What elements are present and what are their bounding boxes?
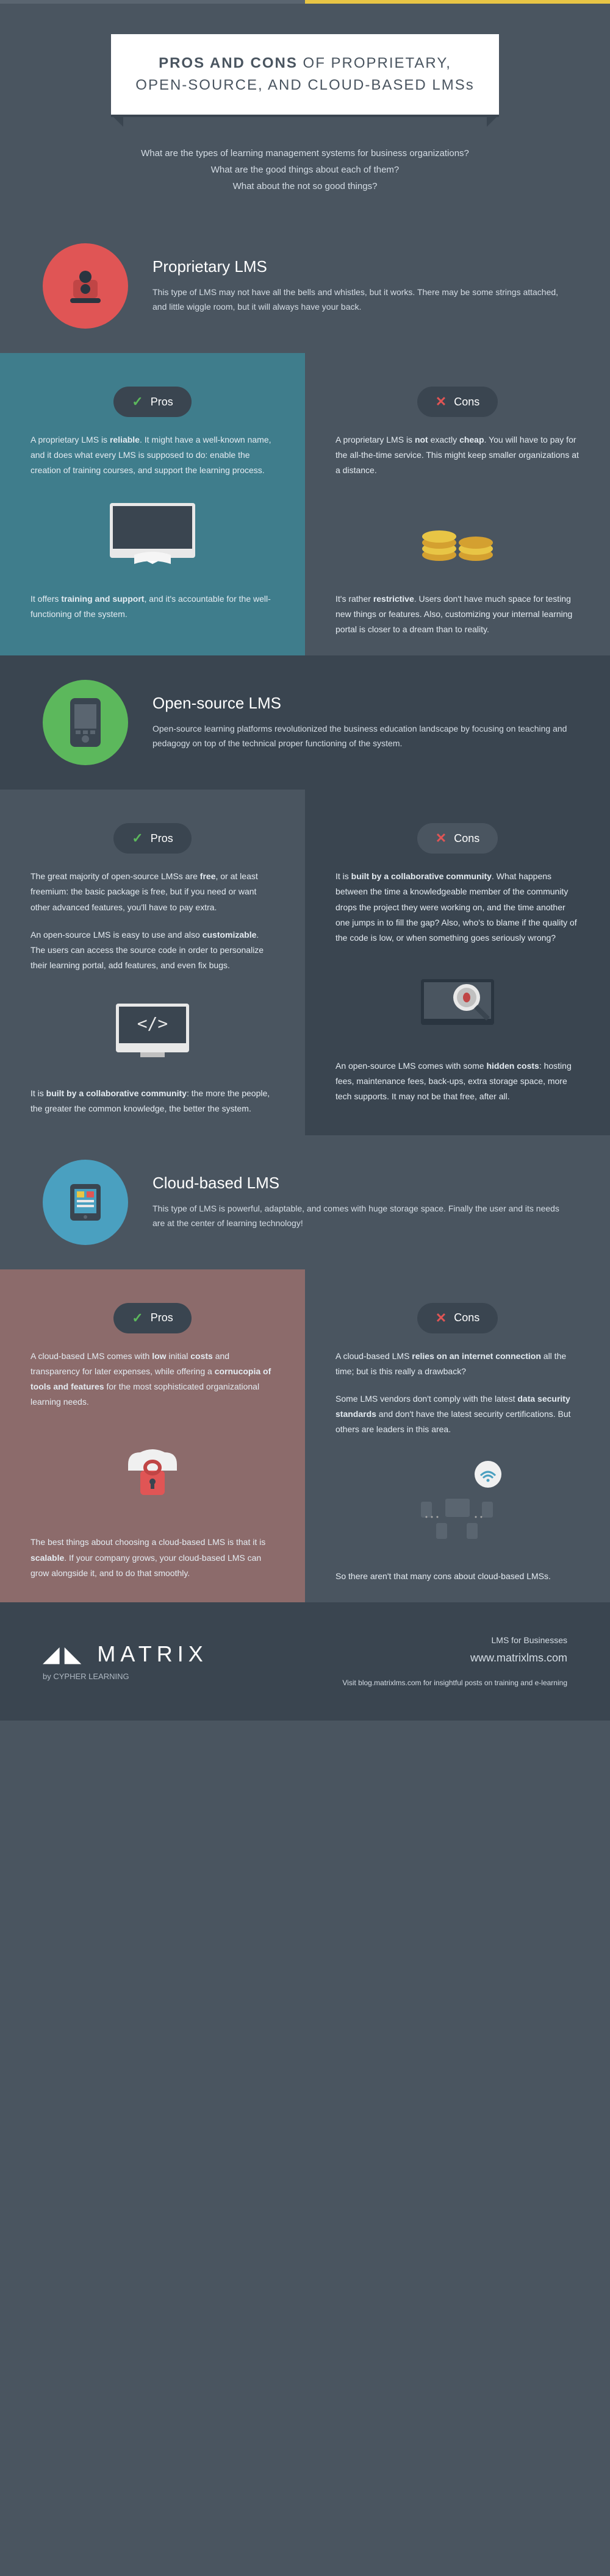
mobile-icon	[43, 680, 128, 765]
section-header-cloud: Cloud-based LMS This type of LMS is powe…	[0, 1135, 610, 1269]
code-icon: </>	[30, 973, 274, 1086]
pros-badge: ✓Pros	[113, 1303, 191, 1333]
pros-cons-row: ✓Pros A cloud-based LMS comes with low i…	[0, 1269, 610, 1602]
phone-icon	[43, 243, 128, 329]
svg-text:</>: </>	[137, 1013, 168, 1033]
body-text: A proprietary LMS is not exactly cheap. …	[336, 432, 580, 479]
section-heading: Open-source LMS	[152, 694, 567, 713]
section-header-opensource: Open-source LMS Open-source learning pla…	[0, 655, 610, 790]
intro-text: What are the types of learning managemen…	[37, 145, 573, 194]
pros-cons-row: ✓Pros The great majority of open-source …	[0, 790, 610, 1135]
wifi-devices-icon	[336, 1438, 580, 1569]
body-text: An open-source LMS comes with some hidde…	[336, 1058, 580, 1105]
body-text: The best things about choosing a cloud-b…	[30, 1535, 274, 1581]
bug-icon	[336, 946, 580, 1058]
book-icon	[30, 479, 274, 591]
body-text: A cloud-based LMS comes with low initial…	[30, 1349, 274, 1410]
footer-tag: LMS for Businesses	[342, 1633, 567, 1648]
cons-badge: ✕Cons	[417, 1303, 498, 1333]
cons-badge: ✕Cons	[417, 823, 498, 854]
cross-icon: ✕	[436, 1310, 447, 1326]
check-icon: ✓	[132, 1310, 143, 1326]
body-text: It is built by a collaborative community…	[336, 869, 580, 946]
footer: ◢◣ MATRIX by CYPHER LEARNING LMS for Bus…	[0, 1602, 610, 1721]
body-text: It's rather restrictive. Users don't hav…	[336, 591, 580, 638]
section-heading: Cloud-based LMS	[152, 1174, 567, 1193]
pros-column: ✓Pros The great majority of open-source …	[0, 790, 305, 1135]
body-text: The great majority of open-source LMSs a…	[30, 869, 274, 915]
footer-blurb: Visit blog.matrixlms.com for insightful …	[342, 1677, 567, 1690]
section-intro: Proprietary LMS This type of LMS may not…	[152, 257, 567, 315]
lock-icon	[30, 1410, 274, 1535]
section-desc: This type of LMS may not have all the be…	[152, 285, 567, 315]
coins-icon	[336, 479, 580, 591]
pros-badge: ✓Pros	[113, 387, 191, 417]
section-intro: Cloud-based LMS This type of LMS is powe…	[152, 1174, 567, 1231]
footer-site: www.matrixlms.com	[342, 1648, 567, 1668]
check-icon: ✓	[132, 394, 143, 410]
title-card: PROS AND CONS OF PROPRIETARY, OPEN-SOURC…	[111, 34, 498, 115]
section-desc: Open-source learning platforms revolutio…	[152, 722, 567, 751]
body-text: A proprietary LMS is reliable. It might …	[30, 432, 274, 479]
body-text: Some LMS vendors don't comply with the l…	[336, 1391, 580, 1438]
body-text: An open-source LMS is easy to use and al…	[30, 927, 274, 974]
infographic-page: PROS AND CONS OF PROPRIETARY, OPEN-SOURC…	[0, 0, 610, 1721]
tablet-icon	[43, 1160, 128, 1245]
brand-name: ◢◣ MATRIX	[43, 1641, 208, 1667]
check-icon: ✓	[132, 830, 143, 846]
section-intro: Open-source LMS Open-source learning pla…	[152, 694, 567, 751]
page-title: PROS AND CONS OF PROPRIETARY, OPEN-SOURC…	[135, 52, 474, 96]
section-desc: This type of LMS is powerful, adaptable,…	[152, 1202, 567, 1231]
body-text: So there aren't that many cons about clo…	[336, 1569, 580, 1584]
section-header-proprietary: Proprietary LMS This type of LMS may not…	[0, 219, 610, 353]
cons-column: ✕Cons A cloud-based LMS relies on an int…	[305, 1269, 610, 1602]
hero: PROS AND CONS OF PROPRIETARY, OPEN-SOURC…	[0, 4, 610, 219]
section-heading: Proprietary LMS	[152, 257, 567, 276]
body-text: A cloud-based LMS relies on an internet …	[336, 1349, 580, 1379]
pros-column: ✓Pros A cloud-based LMS comes with low i…	[0, 1269, 305, 1602]
body-text: It is built by a collaborative community…	[30, 1086, 274, 1116]
brand-block: ◢◣ MATRIX by CYPHER LEARNING	[43, 1641, 208, 1681]
body-text: It offers training and support, and it's…	[30, 591, 274, 622]
cons-badge: ✕Cons	[417, 387, 498, 417]
cons-column: ✕Cons A proprietary LMS is not exactly c…	[305, 353, 610, 655]
pros-badge: ✓Pros	[113, 823, 191, 854]
pros-cons-row: ✓Pros A proprietary LMS is reliable. It …	[0, 353, 610, 655]
pros-column: ✓Pros A proprietary LMS is reliable. It …	[0, 353, 305, 655]
cross-icon: ✕	[436, 394, 447, 410]
footer-right: LMS for Businesses www.matrixlms.com Vis…	[342, 1633, 567, 1690]
cross-icon: ✕	[436, 830, 447, 846]
cons-column: ✕Cons It is built by a collaborative com…	[305, 790, 610, 1135]
brand-subtitle: by CYPHER LEARNING	[43, 1672, 208, 1681]
